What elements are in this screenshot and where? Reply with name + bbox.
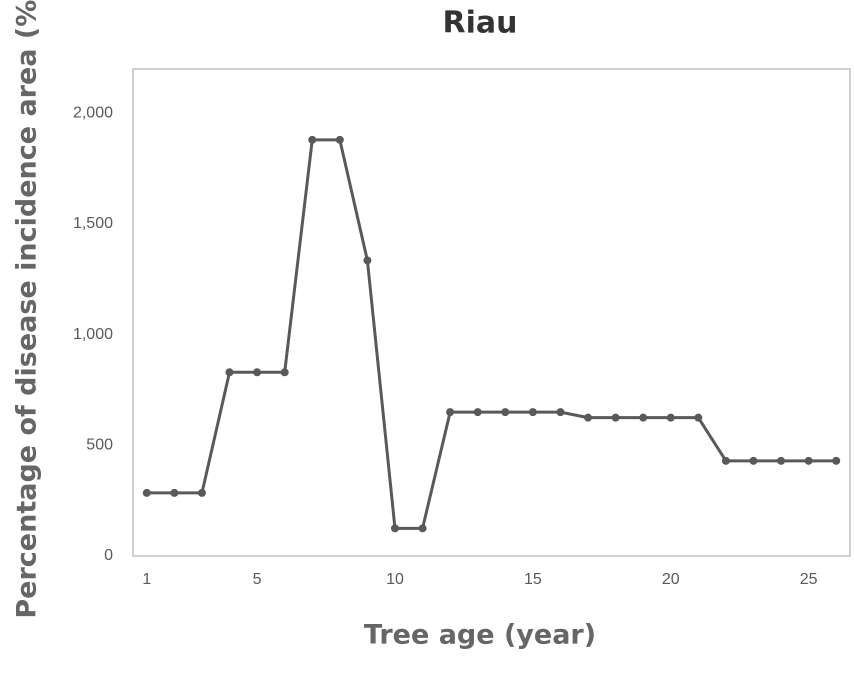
x-tick-label: 10 <box>386 571 404 588</box>
point <box>390 524 399 533</box>
point <box>308 135 317 144</box>
point <box>170 488 179 497</box>
point <box>721 456 730 465</box>
x-axis-title: Tree age (year) <box>364 620 596 651</box>
plot-frame <box>132 68 851 557</box>
point <box>501 408 510 417</box>
y-tick-label: 0 <box>104 547 113 564</box>
point <box>666 413 675 422</box>
point <box>556 408 565 417</box>
chart-title: Riau <box>443 6 518 41</box>
point <box>832 456 841 465</box>
point <box>639 413 648 422</box>
point <box>253 368 262 377</box>
point <box>694 413 703 422</box>
point <box>584 413 593 422</box>
y-tick-label: 1,500 <box>73 215 113 232</box>
point <box>749 456 758 465</box>
y-tick-label: 500 <box>86 437 113 454</box>
x-tick-label: 25 <box>800 571 818 588</box>
point <box>777 456 786 465</box>
point <box>804 456 813 465</box>
point <box>142 488 151 497</box>
x-tick-label: 1 <box>142 571 151 588</box>
point <box>418 524 427 533</box>
x-tick-label: 20 <box>662 571 680 588</box>
point <box>611 413 620 422</box>
y-axis-title: Percentage of disease incidence area (%) <box>12 0 43 619</box>
x-tick-label: 15 <box>524 571 542 588</box>
point <box>197 488 206 497</box>
point <box>335 135 344 144</box>
point <box>473 408 482 417</box>
y-tick-label: 2,000 <box>73 104 113 121</box>
point <box>280 368 289 377</box>
point <box>528 408 537 417</box>
line <box>146 138 837 530</box>
x-tick-label: 5 <box>253 571 262 588</box>
point <box>225 368 234 377</box>
point <box>363 256 372 265</box>
point <box>446 408 455 417</box>
y-tick-label: 1,000 <box>73 326 113 343</box>
